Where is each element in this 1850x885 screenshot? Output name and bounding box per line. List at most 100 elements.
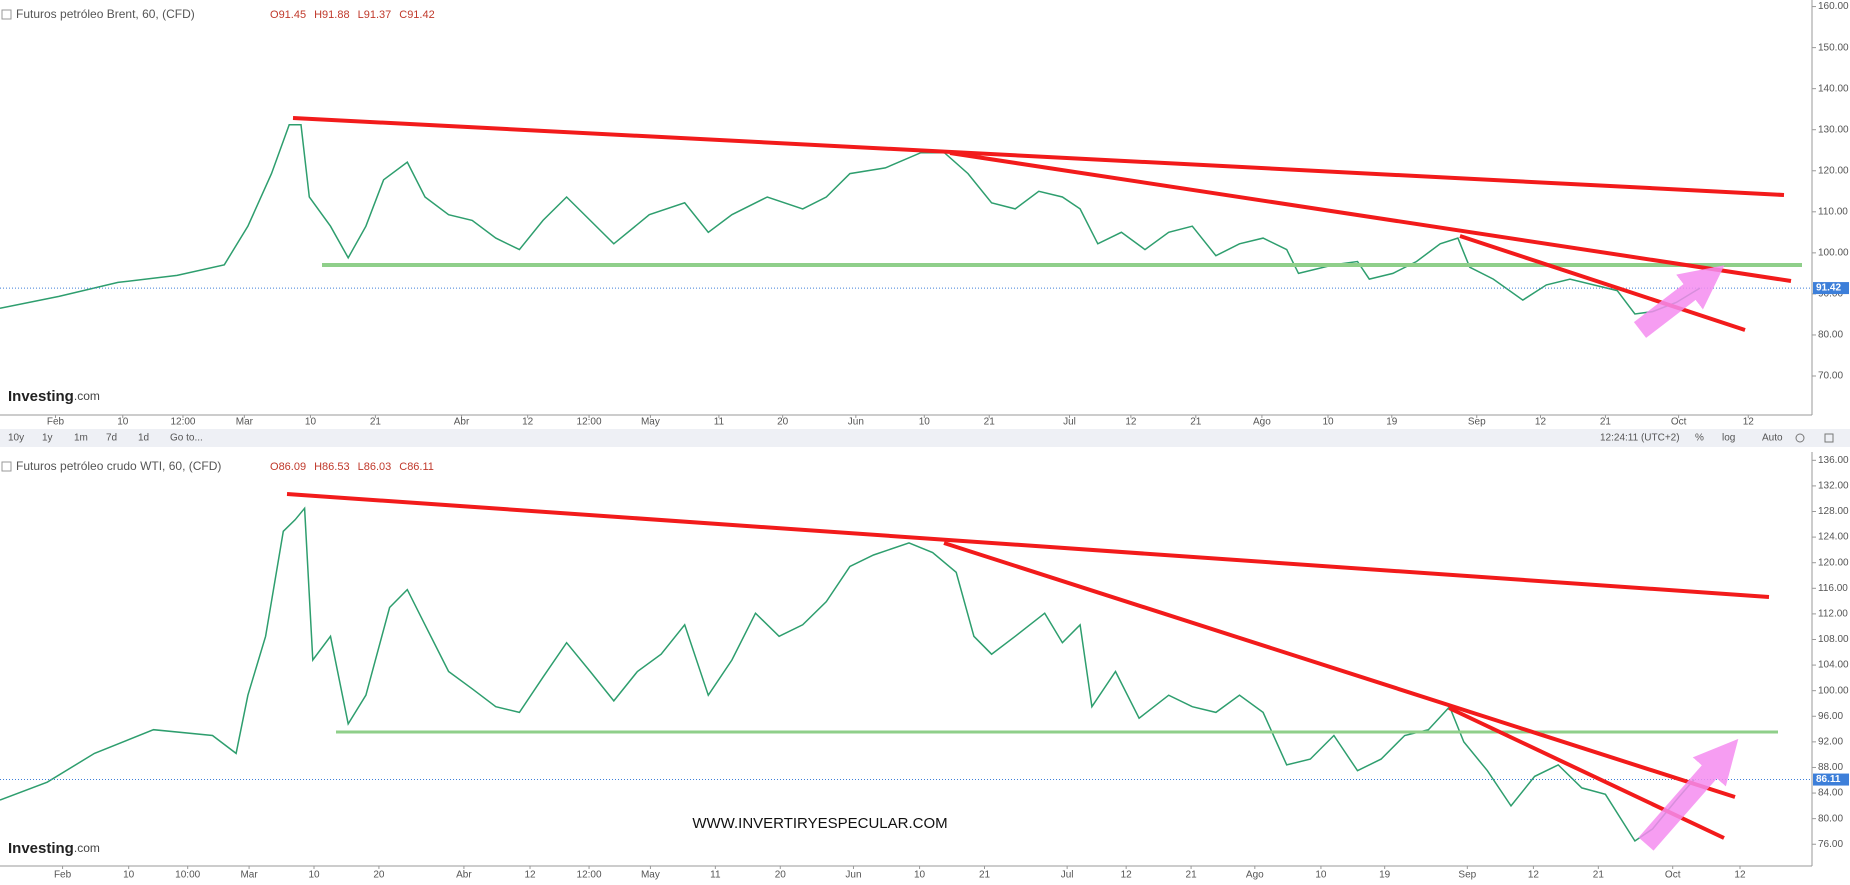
ohlc-label: H xyxy=(314,9,322,21)
last-price-label: 91.42 xyxy=(1816,283,1841,294)
x-tick-label: 21 xyxy=(1600,417,1612,428)
y-tick-label: 150.00 xyxy=(1818,42,1849,53)
range-button[interactable]: 1m xyxy=(74,433,88,444)
ohlc-label: L xyxy=(358,9,364,21)
x-tick-label: Abr xyxy=(456,870,472,880)
ohlc-label: H xyxy=(314,461,322,473)
trend-line xyxy=(292,116,1785,197)
x-tick-label: 19 xyxy=(1386,417,1398,428)
trend-line xyxy=(943,541,1736,799)
y-tick-label: 92.00 xyxy=(1818,737,1843,748)
y-tick-label: 120.00 xyxy=(1818,557,1849,568)
ohlc-value: 86.09 xyxy=(279,461,307,473)
x-tick-label: 10:00 xyxy=(175,870,200,880)
x-tick-label: Jul xyxy=(1063,417,1076,428)
x-tick-label: 20 xyxy=(777,417,789,428)
price-line xyxy=(0,506,1695,843)
x-tick-label: 12:00 xyxy=(577,870,602,880)
y-tick-label: 80.00 xyxy=(1818,813,1843,824)
ohlc-label: O xyxy=(270,461,279,473)
option-button[interactable]: log xyxy=(1722,433,1735,444)
ohlc-value: 86.03 xyxy=(364,461,392,473)
x-tick-label: Oct xyxy=(1665,870,1681,880)
x-tick-label: 21 xyxy=(1593,870,1605,880)
fullscreen-button[interactable] xyxy=(1824,433,1834,443)
arrow xyxy=(1633,265,1725,338)
x-tick-label: 10 xyxy=(1315,870,1327,880)
x-tick-label: Sep xyxy=(1458,870,1476,880)
x-tick-label: 12 xyxy=(1125,417,1137,428)
range-button[interactable]: 7d xyxy=(106,433,117,444)
y-tick-label: 130.00 xyxy=(1818,124,1849,135)
y-tick-label: 76.00 xyxy=(1818,839,1843,850)
x-tick-label: Mar xyxy=(236,417,254,428)
y-tick-label: 96.00 xyxy=(1818,711,1843,722)
option-button[interactable]: % xyxy=(1695,433,1704,444)
x-tick-label: 20 xyxy=(373,870,385,880)
ohlc-value: 86.11 xyxy=(407,461,434,473)
x-tick-label: 12 xyxy=(524,870,536,880)
ohlc: O86.09 H86.53 L86.03 C86.11 xyxy=(270,461,434,473)
x-tick-label: 12 xyxy=(1528,870,1540,880)
y-tick-label: 112.00 xyxy=(1818,609,1848,620)
ohlc-label: L xyxy=(358,461,364,473)
x-tick-label: 10 xyxy=(123,870,135,880)
arrow xyxy=(1638,738,1739,851)
x-tick-label: 12:00 xyxy=(170,417,195,428)
y-tick-label: 84.00 xyxy=(1818,788,1843,799)
x-tick-label: May xyxy=(641,870,660,880)
ohlc-value: 86.53 xyxy=(322,461,350,473)
y-tick-label: 100.00 xyxy=(1818,685,1849,696)
x-tick-label: 20 xyxy=(775,870,787,880)
website-label: WWW.INVERTIRYESPECULAR.COM xyxy=(692,815,947,832)
y-tick-label: 120.00 xyxy=(1818,165,1849,176)
x-tick-label: 11 xyxy=(710,870,721,880)
collapse-icon[interactable] xyxy=(1,461,12,472)
y-tick-label: 110.00 xyxy=(1818,206,1848,217)
option-button[interactable]: Auto xyxy=(1762,433,1783,444)
x-tick-label: 10 xyxy=(117,417,129,428)
y-tick-label: 100.00 xyxy=(1818,247,1849,258)
last-price-badge xyxy=(1813,773,1849,786)
x-tick-label: Jun xyxy=(848,417,864,428)
y-tick-label: 116.00 xyxy=(1818,583,1848,594)
y-tick-label: 88.00 xyxy=(1818,762,1843,773)
y-tick-label: 104.00 xyxy=(1818,660,1849,671)
settings-button[interactable] xyxy=(1795,433,1805,443)
x-tick-label: Abr xyxy=(454,417,470,428)
ohlc-label: O xyxy=(270,9,279,21)
x-tick-label: 21 xyxy=(979,870,991,880)
chart-title: Futuros petróleo Brent, 60, (CFD) xyxy=(16,7,195,21)
collapse-icon[interactable] xyxy=(1,9,12,20)
ohlc-value: 91.45 xyxy=(279,9,307,21)
x-tick-label: Feb xyxy=(54,870,72,880)
x-tick-label: Ago xyxy=(1253,417,1271,428)
y-tick-label: 140.00 xyxy=(1818,83,1849,94)
toolbar xyxy=(0,429,1850,447)
x-tick-label: 21 xyxy=(1186,870,1198,880)
x-tick-label: 19 xyxy=(1379,870,1391,880)
y-tick-label: 108.00 xyxy=(1818,634,1849,645)
range-button[interactable]: 10y xyxy=(8,433,24,444)
trend-line xyxy=(949,151,1792,283)
range-button[interactable]: 1d xyxy=(138,433,149,444)
range-button[interactable]: Go to... xyxy=(170,433,203,444)
ohlc-value: 91.42 xyxy=(407,9,435,21)
range-button[interactable]: 1y xyxy=(42,433,53,444)
y-tick-label: 80.00 xyxy=(1818,330,1843,341)
watermark: Investing.com xyxy=(8,388,100,405)
y-tick-label: 160.00 xyxy=(1818,1,1849,12)
ohlc-value: 91.88 xyxy=(322,9,350,21)
clock: 12:24:11 (UTC+2) xyxy=(1600,433,1680,444)
trend-line xyxy=(286,492,1770,599)
ohlc-label: C xyxy=(399,9,407,21)
ohlc-value: 91.37 xyxy=(364,9,392,21)
x-tick-label: 10 xyxy=(305,417,317,428)
y-tick-label: 70.00 xyxy=(1818,371,1843,382)
trend-line xyxy=(1459,234,1746,332)
x-tick-label: 21 xyxy=(370,417,382,428)
x-tick-label: 12 xyxy=(1734,870,1746,880)
x-tick-label: 10 xyxy=(1322,417,1334,428)
